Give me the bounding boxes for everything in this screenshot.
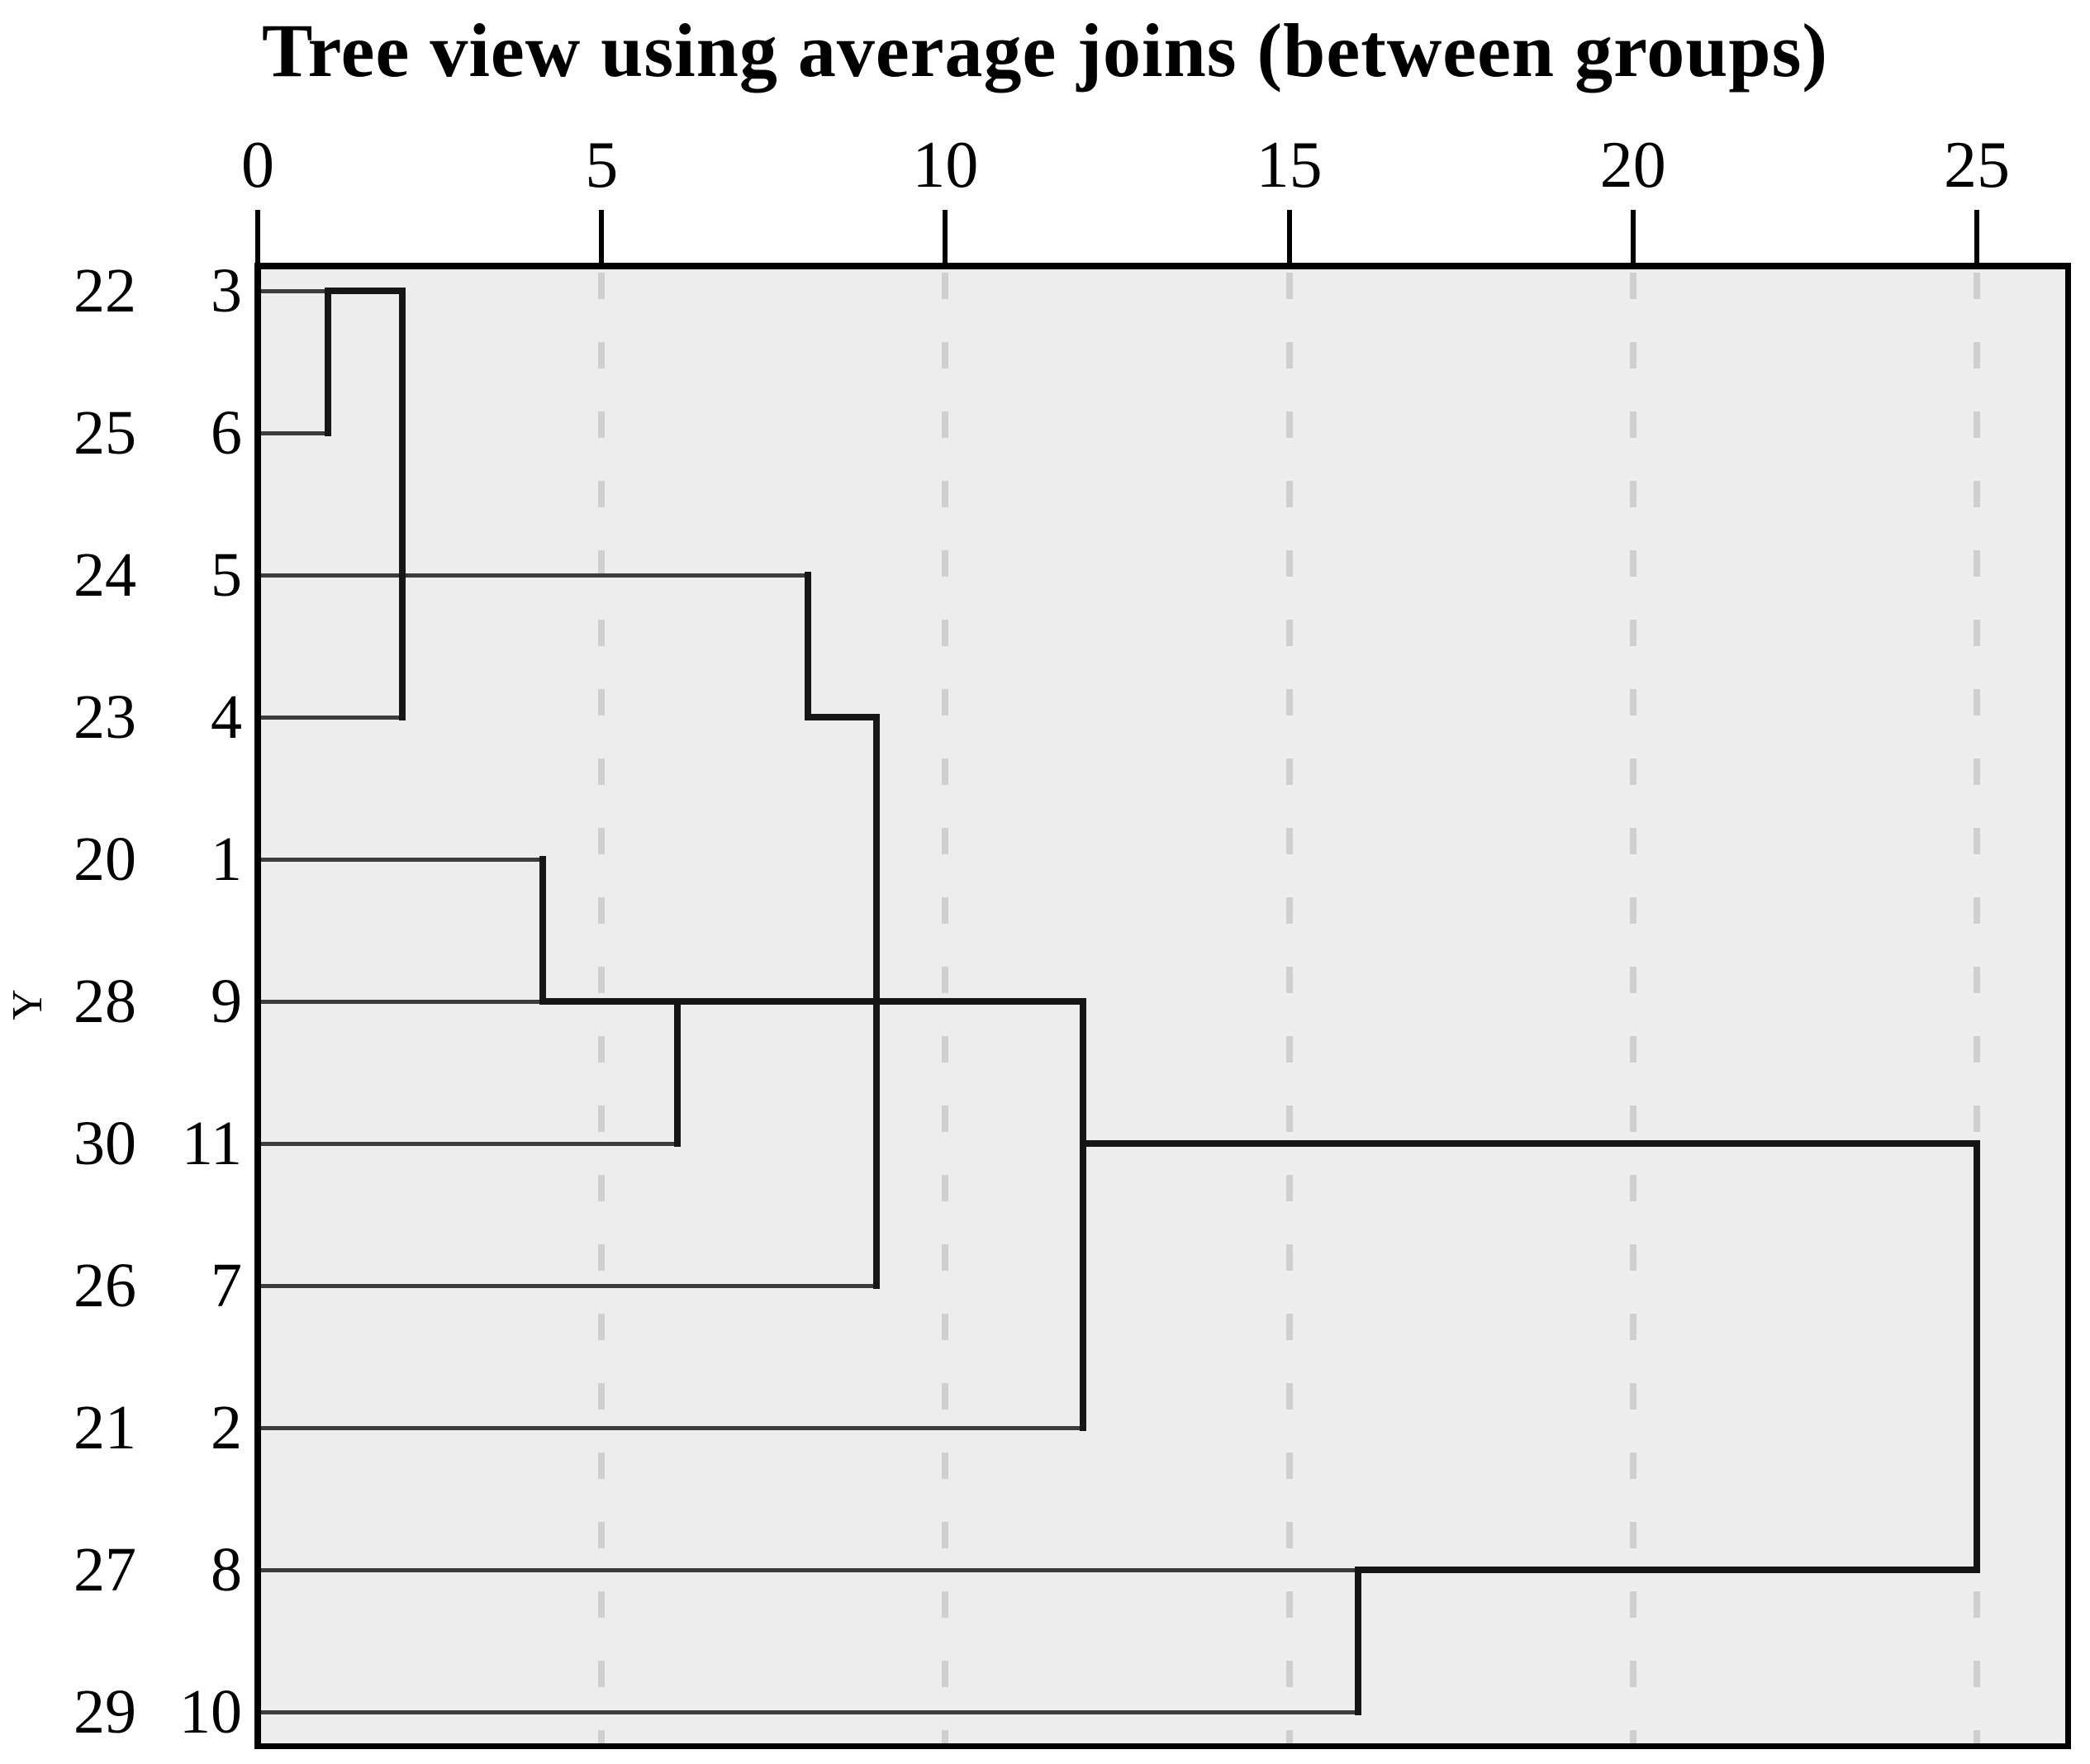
- leaf-label: 11: [181, 1109, 242, 1178]
- plot-border-left-axis: [254, 263, 261, 1749]
- leaf-label: 1: [211, 825, 242, 894]
- case-label: 21: [74, 1393, 136, 1462]
- leaf-label: 7: [211, 1251, 242, 1320]
- tick-label: 20: [1599, 129, 1666, 202]
- dendrogram-leaf-line: [256, 1141, 681, 1146]
- case-label: 25: [74, 398, 136, 468]
- dendrogram-cluster-line: [1356, 1567, 1980, 1573]
- case-label: 24: [74, 540, 136, 610]
- plot-border-top: [254, 263, 2071, 269]
- plot-border-right: [2065, 263, 2071, 1749]
- leaf-label: 2: [211, 1393, 242, 1462]
- leaf-label: 10: [179, 1677, 242, 1747]
- gridline: [942, 273, 949, 1743]
- chart-title: Tree view using average joins (between g…: [261, 8, 1829, 93]
- axis-tick: [255, 210, 260, 266]
- gridline: [1974, 273, 1980, 1743]
- case-label: 29: [74, 1677, 136, 1747]
- case-label: 22: [74, 256, 136, 326]
- case-label: 30: [74, 1109, 136, 1178]
- dendrogram-leaf-line: [256, 430, 331, 435]
- gridline: [1629, 273, 1636, 1743]
- dendrogram-cluster-line: [805, 714, 881, 720]
- dendrogram-join-line: [673, 998, 681, 1147]
- dendrogram-join-line: [324, 288, 331, 436]
- tick-label: 25: [1944, 129, 2010, 202]
- leaf-label: 9: [211, 967, 242, 1036]
- leaf-label: 3: [211, 256, 242, 326]
- dendrogram-leaf-line: [256, 857, 546, 862]
- tick-label: 5: [585, 129, 619, 202]
- tick-label: 15: [1256, 129, 1323, 202]
- axis-tick: [1286, 210, 1292, 266]
- dendrogram-leaf-line: [256, 1567, 1361, 1572]
- dendrogram-leaf-line: [256, 999, 546, 1004]
- dendrogram-join-line: [1079, 998, 1086, 1431]
- axis-tick: [599, 210, 605, 266]
- case-label: 20: [74, 825, 136, 894]
- leaf-label: 5: [211, 540, 242, 610]
- case-label: 23: [74, 682, 136, 752]
- axis-tick: [943, 210, 948, 266]
- case-label: 27: [74, 1535, 136, 1605]
- dendrogram-leaf-line: [256, 1283, 881, 1288]
- plot-area-background: [258, 266, 2065, 1743]
- dendrogram-cluster-line: [1081, 1140, 1980, 1147]
- dendrogram-join-line: [1974, 1140, 1980, 1573]
- leaf-label: 6: [211, 398, 242, 468]
- dendrogram-leaf-line: [256, 288, 331, 293]
- leaf-label: 4: [211, 682, 242, 752]
- case-label: 28: [74, 967, 136, 1036]
- dendrogram-leaf-line: [256, 1709, 1361, 1714]
- dendrogram-leaf-line: [256, 715, 406, 720]
- dendrogram-cluster-line: [325, 288, 406, 294]
- dendrogram-join-line: [804, 572, 811, 720]
- dendrogram-cluster-line: [540, 998, 1086, 1005]
- dendrogram-join-line: [398, 288, 406, 720]
- leaf-label: 8: [211, 1535, 242, 1605]
- dendrogram-join-line: [873, 714, 881, 1289]
- dendrogram-join-line: [539, 856, 546, 1005]
- gridline: [598, 273, 606, 1743]
- case-label: 26: [74, 1251, 136, 1320]
- axis-tick: [1974, 210, 1979, 266]
- axis-tick: [1630, 210, 1636, 266]
- gridline: [1285, 273, 1293, 1743]
- plot-border-bottom: [254, 1743, 2071, 1749]
- tick-label: 10: [912, 129, 979, 202]
- tick-label: 0: [241, 129, 274, 202]
- dendrogram-leaf-line: [256, 573, 811, 578]
- dendrogram-leaf-line: [256, 1425, 1086, 1430]
- dendrogram-join-line: [1354, 1567, 1361, 1715]
